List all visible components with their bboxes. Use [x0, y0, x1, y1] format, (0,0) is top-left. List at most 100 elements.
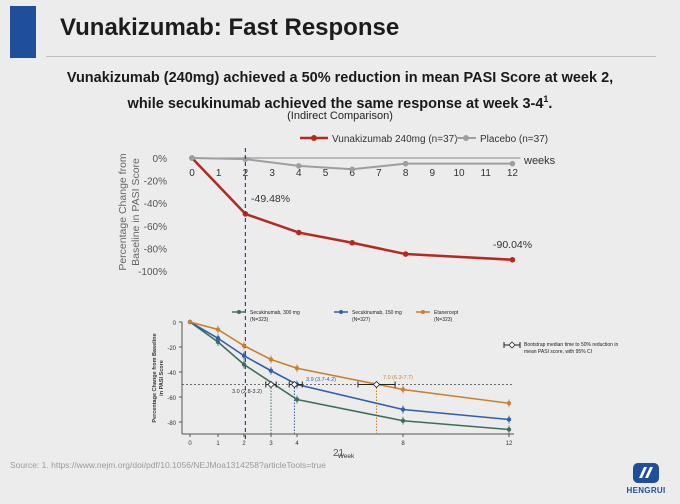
- series-line: [191, 157, 513, 171]
- ci-label: 3.0 (2.8-3.2): [232, 389, 262, 395]
- data-point: [241, 343, 247, 348]
- data-point: [241, 362, 247, 367]
- x-tick-label: 2: [242, 441, 246, 447]
- data-point: [400, 387, 406, 392]
- x-tick-label: 7: [376, 168, 382, 179]
- data-point: [242, 156, 249, 162]
- hengrui-logo-icon: [633, 463, 659, 483]
- data-point: [296, 229, 302, 236]
- data-point: [402, 251, 409, 257]
- legend-swatch-marker: [311, 135, 317, 141]
- y-tick-label: -20: [167, 346, 176, 352]
- data-point: [400, 407, 406, 412]
- y-tick-label: -60: [167, 396, 176, 402]
- subtitle-footnote-marker: 1: [543, 94, 549, 104]
- x-tick-label: 12: [507, 168, 519, 179]
- data-point: [241, 353, 247, 358]
- x-tick-label: 3: [269, 441, 273, 447]
- legend-label-count: (N=323): [434, 317, 453, 323]
- legend-label: Placebo (n=37): [480, 134, 548, 145]
- y-tick-label: -60%: [144, 222, 167, 233]
- hengrui-logo-text: HENGRUI: [626, 486, 666, 495]
- x-axis-label: Week: [338, 453, 355, 460]
- x-tick-label: 4: [296, 168, 302, 179]
- source-citation: Source: 1. https://www.nejm.org/doi/pdf/…: [10, 460, 326, 470]
- series-line: [189, 321, 510, 431]
- y-tick-label: -80: [167, 421, 176, 427]
- x-tick-label: 8: [401, 441, 405, 447]
- y-axis-label-line: in PASI Score: [159, 360, 165, 396]
- subtitle-end: .: [548, 95, 553, 112]
- ci-median-diamond: [267, 380, 275, 389]
- ci-legend-label: Bootstrap median time to 50% reduction i…: [524, 342, 618, 348]
- ci-median-diamond: [290, 380, 298, 389]
- x-tick-label: 0: [188, 441, 192, 447]
- accent-bar: [10, 6, 36, 58]
- x-tick-label: 4: [295, 441, 299, 447]
- data-point: [509, 160, 516, 167]
- series-line: [191, 157, 513, 261]
- x-tick-label: 12: [506, 441, 513, 447]
- data-point: [215, 336, 221, 341]
- data-point: [400, 418, 406, 423]
- legend-swatch-marker: [339, 310, 343, 314]
- x-tick-label: 1: [216, 168, 222, 179]
- data-point: [296, 163, 302, 169]
- y-tick-label: -100%: [138, 267, 167, 278]
- slide-title: Vunakizumab: Fast Response: [60, 14, 400, 41]
- indirect-comparison-note: (Indirect Comparison): [287, 110, 393, 122]
- subtitle-line-2: while secukinumab achieved the same resp…: [0, 89, 680, 115]
- hengrui-logo: HENGRUI: [622, 462, 670, 498]
- annotation-label: -90.04%: [493, 239, 532, 251]
- data-point: [268, 368, 274, 373]
- legend-swatch-marker: [421, 310, 425, 314]
- y-tick-label: -80%: [144, 244, 167, 255]
- x-tick-label: 5: [323, 168, 329, 179]
- y-axis-label-line: Baseline in PASI Score: [130, 158, 142, 266]
- x-tick-label: 8: [403, 168, 409, 179]
- y-tick-label: -40: [167, 371, 176, 377]
- x-tick-label: 6: [349, 168, 355, 179]
- y-axis-label: Percentage Change fromBaseline in PASI S…: [117, 153, 142, 271]
- y-tick-label: -40%: [144, 199, 167, 210]
- legend-label: Etanercept: [434, 310, 459, 316]
- x-axis-label: weeks: [523, 155, 556, 167]
- y-tick-label: 0%: [153, 154, 168, 165]
- legend-label: Secukinumab, 300 mg: [250, 310, 300, 316]
- data-point: [509, 256, 516, 263]
- y-axis-label: Percentage Change from Baselinein PASI S…: [152, 333, 165, 422]
- data-point: [294, 397, 300, 402]
- data-point: [402, 160, 409, 167]
- legend-label-count: (N=323): [250, 317, 269, 323]
- ci-legend-label: mean PASI score, with 95% CI: [524, 349, 592, 355]
- data-point: [268, 357, 274, 362]
- y-tick-label: -20%: [144, 177, 167, 188]
- ci-legend-diamond: [508, 341, 516, 349]
- y-axis-label-line: Percentage Change from Baseline: [152, 333, 158, 422]
- x-tick-label: 2: [243, 168, 249, 179]
- x-tick-label: 9: [430, 168, 436, 179]
- y-axis-label-line: Percentage Change from: [117, 153, 129, 271]
- legend-label: Secukinumab, 150 mg: [352, 310, 402, 316]
- ci-median-diamond: [372, 380, 381, 389]
- data-point: [506, 427, 512, 432]
- x-tick-label: 1: [216, 441, 220, 447]
- subtitle-line-1: Vunakizumab (240mg) achieved a 50% reduc…: [66, 70, 614, 86]
- series-line: [189, 321, 510, 421]
- slide-subtitle: Vunakizumab (240mg) achieved a 50% reduc…: [0, 68, 680, 115]
- data-point: [187, 319, 193, 325]
- legend-swatch-marker: [463, 135, 469, 141]
- data-point: [506, 417, 512, 422]
- x-tick-label: 0: [189, 168, 195, 179]
- y-tick-label: 0: [173, 321, 177, 327]
- title-divider: [46, 56, 656, 57]
- x-tick-label: 11: [481, 168, 492, 179]
- page-number: 21: [333, 448, 345, 459]
- subtitle-line-2-text: while secukinumab achieved the same resp…: [127, 95, 544, 112]
- annotation-label: -49.48%: [251, 193, 290, 205]
- data-point: [349, 239, 356, 246]
- data-point: [215, 327, 221, 332]
- data-point: [294, 366, 300, 371]
- ci-label: 3.9 (3.7-4.2): [306, 377, 336, 383]
